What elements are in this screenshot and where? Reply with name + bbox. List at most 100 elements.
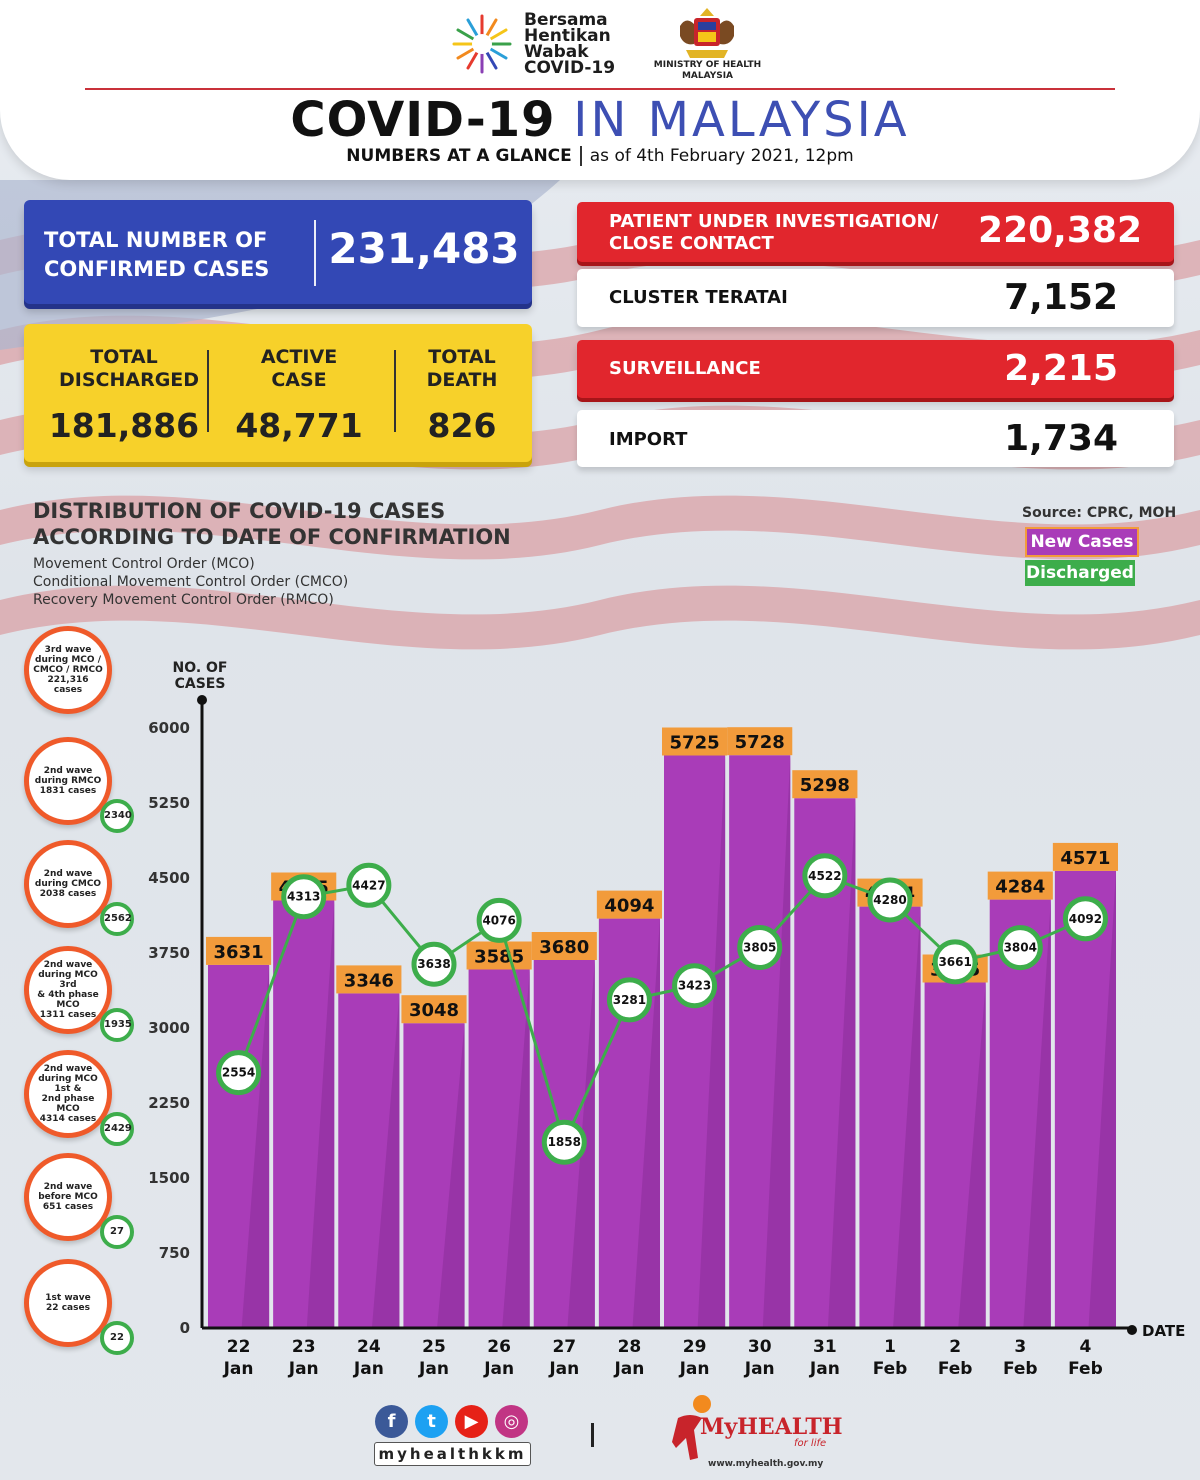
bar-value-tag [206,936,272,965]
wave-text: during RMCO [34,776,102,786]
bar-shade [241,964,270,1328]
discharged-label: 4522 [808,869,841,883]
bar-shade [502,969,530,1328]
wave-text: 651 cases [42,1202,94,1212]
death-stat: TOTAL DEATH 826 [426,346,498,445]
x-tick-day: 28 [618,1337,642,1357]
bar-value-label: 3631 [214,942,264,963]
y-tick-label: 3750 [148,944,190,962]
bar-value-tag [531,932,597,960]
x-tick-month: Jan [744,1359,775,1379]
campaign-logo-text: Bersama Hentikan Wabak COVID-19 [524,10,616,78]
wave-text: 2nd phase MCO [41,1094,95,1114]
page-subtitle: NUMBERS AT A GLANCE as of 4th February 20… [346,146,854,166]
wave-discharged-badge: 22 [100,1321,134,1355]
discharged-point [1062,896,1108,942]
discharged-point [541,1119,587,1165]
social-handle: myhealthkkm [374,1442,531,1466]
wave-circle: 2nd wave during MCO 1st & 2nd phase MCO 431… [24,1050,112,1138]
discharged-label: 4092 [1069,912,1102,926]
bar-shade [893,906,921,1328]
bar-shade [827,798,856,1328]
discharged-label: 3281 [613,993,646,1007]
discharged-point [606,977,652,1023]
wave-text: 3rd wave [44,645,92,655]
source-label: Source: CPRC, MOH [1022,505,1177,521]
x-tick-month: Feb [1003,1359,1038,1379]
x-tick-month: Jan [613,1359,644,1379]
x-tick-month: Feb [938,1359,973,1379]
y-tick-label: 1500 [148,1169,190,1187]
x-tick-day: 24 [357,1337,381,1357]
page-title: COVID-19 IN MALAYSIA [290,92,910,148]
myhealth-tagline: for life [794,1438,827,1449]
bar-shade [762,755,791,1328]
bar-value-label: 3680 [539,937,589,958]
discharged-label: 4076 [482,913,515,927]
surveillance-card: SURVEILLANCE 2,215 [577,340,1174,398]
wave-text: cases [53,685,83,695]
wave-circle: 2nd wave before MCO 651 cases [24,1153,112,1241]
instagram-icon[interactable]: ◎ [495,1405,528,1438]
y-axis-title: CASES [175,676,226,692]
y-tick-label: 750 [159,1244,190,1262]
x-tick-day: 4 [1080,1337,1092,1357]
x-tick-day: 22 [227,1337,251,1357]
discharged-point [867,877,913,923]
discharged-point [802,853,848,899]
x-tick-day: 25 [422,1337,446,1357]
discharged-label: 3661 [938,955,971,969]
discharged-stat: TOTAL DISCHARGED 181,886 [48,346,200,445]
bar-value-label: 3346 [344,970,394,991]
header: Bersama Hentikan Wabak COVID-19 MINISTRY… [0,0,1200,180]
discharged-label: 3804 [1004,941,1037,955]
bar-value-label: 5728 [735,732,785,753]
discharged-label: 3638 [417,957,450,971]
x-tick-day: 27 [552,1337,576,1357]
facebook-icon[interactable]: f [375,1405,408,1438]
x-tick-day: 31 [813,1337,837,1357]
x-axis-title: DATE [1142,1322,1185,1340]
wave-text: 1st wave [45,1293,91,1303]
wave-text: 2nd wave [43,960,93,970]
x-tick-month: Jan [223,1359,254,1379]
discharged-point [281,874,327,920]
x-tick-month: Jan [548,1359,579,1379]
wave-text: 4314 cases [39,1114,97,1124]
confirmed-value: 231,483 [328,224,520,273]
wave-text: 221,316 [47,675,89,685]
x-tick-day: 29 [683,1337,707,1357]
discharged-label: 3805 [743,941,776,955]
wave-text: 1311 cases [39,1010,97,1020]
wave-text: 2nd wave [43,766,93,776]
myhealth-figure-icon [672,1395,711,1460]
import-card: IMPORT 1,734 [577,410,1174,467]
ministry-crest-icon [680,8,734,58]
wave-circle: 3rd wave during MCO / CMCO / RMCO 221,316 ca… [24,626,112,714]
bar-value-tag [727,727,793,756]
discharged-label: 4280 [873,893,906,907]
youtube-icon[interactable]: ▶ [455,1405,488,1438]
bar-shade [1088,870,1116,1328]
wave-text: & 4th phase MCO [37,990,99,1010]
twitter-icon[interactable]: t [415,1405,448,1438]
bar-shade [1023,899,1051,1328]
bar-shade [371,993,400,1328]
wave-discharged-badge: 1935 [100,1008,134,1042]
wave-text: 2038 cases [39,889,97,899]
bar-value-label: 4571 [1060,848,1110,869]
y-tick-label: 4500 [148,869,190,887]
y-tick-label: 5250 [148,794,190,812]
x-tick-month: Feb [1068,1359,1103,1379]
wave-text: during CMCO [34,879,102,889]
ministry-name: MINISTRY OF HEALTH MALAYSIA [653,60,762,81]
bar-shade [306,900,335,1328]
discharged-point [737,925,783,970]
wave-circle: 2nd wave during RMCO 1831 cases [24,737,112,825]
y-axis-cap [197,695,207,705]
active-stat: ACTIVE CASE 48,771 [235,346,363,445]
outcome-card: TOTAL DISCHARGED 181,886 ACTIVE CASE 48,… [24,324,532,462]
cluster-teratai-card: CLUSTER TERATAI 7,152 [577,269,1174,327]
y-tick-label: 6000 [148,719,190,737]
